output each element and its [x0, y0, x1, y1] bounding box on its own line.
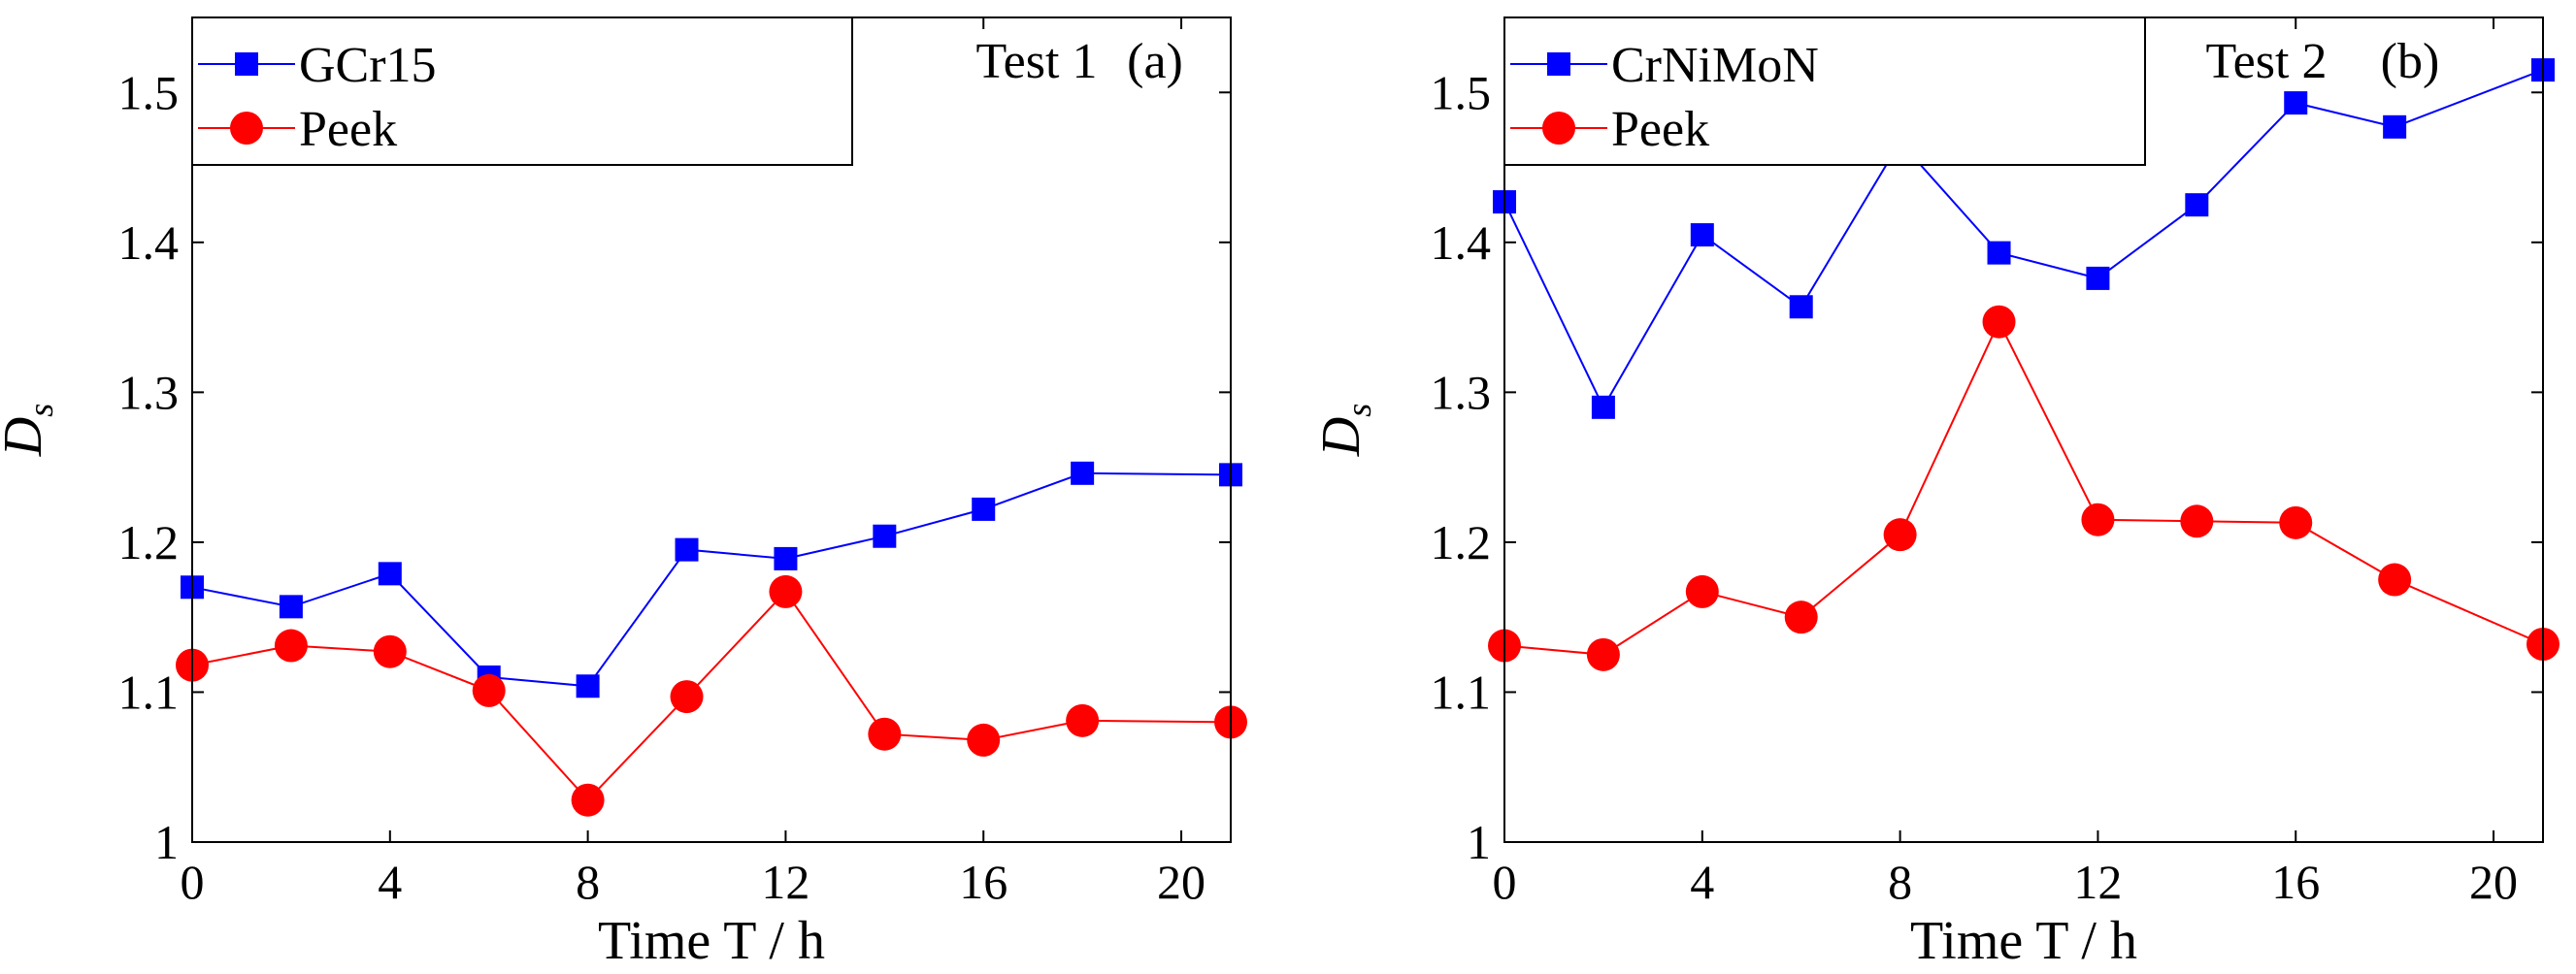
x-tick-label: 12 — [761, 855, 809, 909]
chart-panel-a: 1 1.1 1.2 1.3 1.4 1.5 0 4 8 12 16 20 Time T / h Ds GCr… — [0, 16, 1247, 971]
data-point-gcr15 — [378, 562, 402, 586]
data-point-gcr15 — [1071, 461, 1095, 485]
x-tick-label: 12 — [2073, 855, 2122, 909]
legend-box — [1503, 16, 2146, 166]
data-point-peek — [1685, 574, 1719, 608]
annotation-test: Test 2 — [2206, 34, 2328, 89]
annotation-panel: (b) — [2381, 34, 2440, 89]
data-point-peek — [1066, 703, 1100, 737]
data-point-peek — [1883, 518, 1917, 552]
data-point-crnimon — [2086, 266, 2110, 290]
legend-label: Peek — [1611, 102, 1709, 157]
series-line-peek — [191, 590, 1232, 802]
x-tick-label: 16 — [2271, 855, 2320, 909]
annotation-panel: (a) — [1127, 34, 1183, 89]
data-point-gcr15 — [774, 546, 798, 570]
data-point-peek — [274, 629, 308, 663]
data-point-peek — [2378, 563, 2412, 597]
y-axis-label: Ds — [1311, 404, 1378, 457]
legend-marker — [230, 112, 263, 145]
data-point-gcr15 — [972, 497, 996, 521]
data-point-crnimon — [1591, 395, 1615, 419]
data-point-crnimon — [1987, 241, 2011, 265]
data-point-crnimon — [1690, 223, 1714, 247]
y-tick-label: 1.2 — [118, 515, 180, 569]
x-tick-label: 8 — [576, 855, 600, 909]
y-tick-label: 1 — [1467, 815, 1491, 869]
legend: GCr15 Peek — [191, 16, 853, 166]
x-tick-label: 0 — [181, 855, 205, 909]
y-tick-label: 1.5 — [118, 65, 180, 119]
data-point-gcr15 — [873, 524, 897, 548]
x-tick-label: 16 — [959, 855, 1007, 909]
y-tick-label: 1.1 — [118, 665, 180, 719]
data-point-peek — [571, 783, 605, 817]
y-tick-label: 1.1 — [1431, 665, 1492, 719]
y-axis-label-main: D — [0, 417, 53, 457]
series-line-peek — [1503, 319, 2544, 656]
series-line-gcr15 — [191, 471, 1232, 688]
y-tick-label: 1 — [154, 815, 179, 869]
y-axis-label: Ds — [0, 404, 60, 457]
data-point-peek — [769, 574, 803, 608]
data-point-peek — [2081, 503, 2115, 536]
data-point-gcr15 — [279, 595, 303, 619]
legend-label: Peek — [299, 102, 397, 157]
x-tick-label: 20 — [2469, 855, 2518, 909]
y-tick-label: 1.3 — [118, 365, 180, 419]
data-point-crnimon — [2185, 193, 2209, 217]
y-axis-label-sub: s — [1339, 404, 1378, 417]
y-axis-label-main: D — [1311, 417, 1371, 457]
y-tick-label: 1.4 — [118, 215, 180, 270]
data-point-gcr15 — [675, 537, 699, 562]
data-point-crnimon — [2383, 114, 2407, 139]
x-axis-label: Time T / h — [598, 911, 825, 971]
legend-marker — [1547, 52, 1570, 76]
x-axis-label: Time T / h — [1910, 911, 2137, 971]
legend-label: GCr15 — [299, 38, 437, 93]
y-axis-label-sub: s — [21, 404, 60, 417]
x-tick-label: 20 — [1157, 855, 1205, 909]
data-point-peek — [1982, 305, 2016, 339]
legend-box — [191, 16, 853, 166]
y-tick-label: 1.2 — [1431, 515, 1492, 569]
chart-panel-b: 1 1.1 1.2 1.3 1.4 1.5 0 4 8 12 16 20 Time T / h Ds CrN… — [1311, 16, 2559, 971]
data-point-gcr15 — [576, 674, 600, 698]
data-point-peek — [472, 673, 506, 707]
legend-marker — [235, 52, 258, 76]
legend-marker — [1542, 112, 1575, 145]
data-point-peek — [967, 723, 1001, 757]
y-tick-label: 1.4 — [1431, 215, 1492, 270]
data-point-peek — [868, 717, 902, 751]
data-point-peek — [670, 680, 704, 714]
y-tick-label: 1.3 — [1431, 365, 1492, 419]
data-point-crnimon — [2284, 91, 2308, 115]
x-tick-label: 0 — [1493, 855, 1517, 909]
x-tick-label: 4 — [378, 855, 402, 909]
data-point-peek — [1784, 601, 1818, 634]
data-point-peek — [373, 634, 407, 668]
legend-label: CrNiMoN — [1611, 38, 1819, 93]
annotation-test: Test 1 — [976, 34, 1098, 89]
legend: CrNiMoN Peek — [1503, 16, 2146, 166]
data-point-peek — [2180, 504, 2214, 538]
y-tick-label: 1.5 — [1431, 65, 1492, 119]
x-tick-label: 8 — [1888, 855, 1912, 909]
data-point-peek — [2279, 505, 2313, 539]
data-point-crnimon — [1789, 295, 1813, 319]
data-point-peek — [1586, 637, 1620, 671]
x-tick-label: 4 — [1690, 855, 1714, 909]
